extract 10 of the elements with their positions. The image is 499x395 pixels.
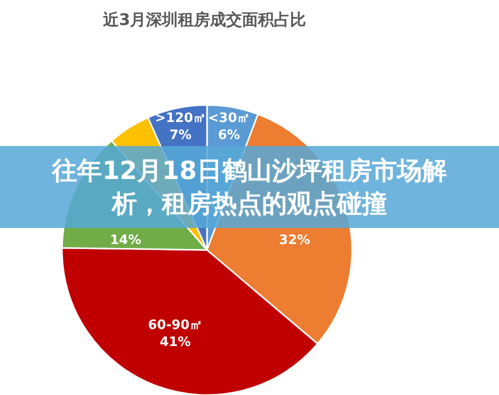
data-label: 32% [279, 233, 310, 248]
data-label: 14% [110, 233, 142, 248]
data-label: 41% [160, 334, 191, 350]
data-label: 7% [169, 128, 192, 143]
slice-label: 60-90㎡ [148, 318, 203, 333]
data-label: 6% [218, 128, 240, 143]
slice-label: <30㎡ [208, 111, 250, 126]
chart-title: 近3月深圳租房成交面积占比 [102, 10, 306, 30]
text: 往年12月18日鹤山沙坪租房市场解析，租房热点的观点碰撞 [50, 155, 448, 220]
slice-label: >120㎡ [155, 111, 206, 126]
